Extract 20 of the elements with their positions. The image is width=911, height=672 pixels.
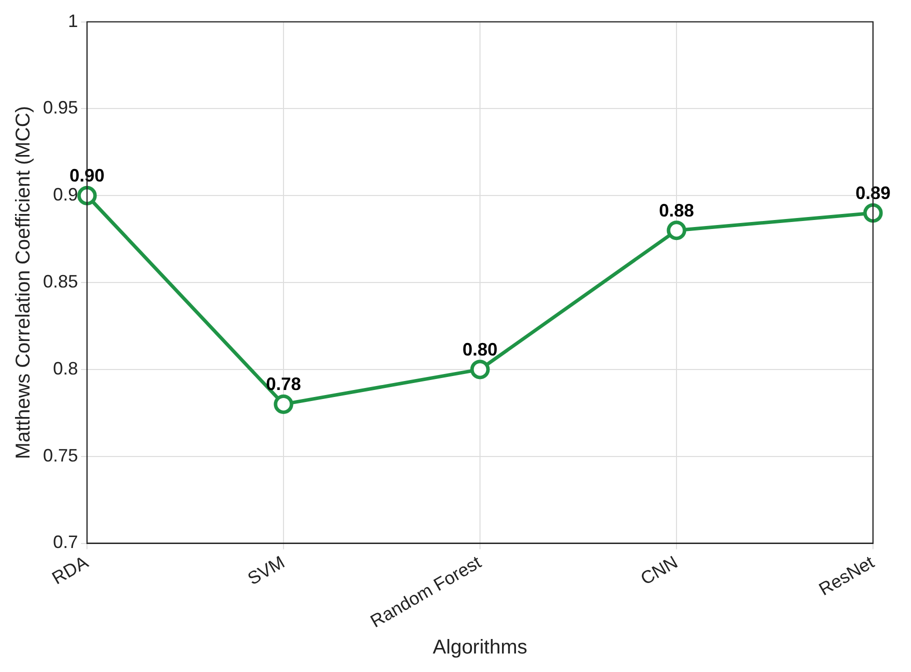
y-tick-label: 0.8 xyxy=(53,358,78,378)
point xyxy=(470,360,490,380)
x-tick-label: CNN xyxy=(637,552,681,589)
x-tick-label: SVM xyxy=(244,552,288,589)
data-label: 0.88 xyxy=(658,200,694,220)
data-label: 0.78 xyxy=(266,374,302,394)
y-tick-label: 0.85 xyxy=(42,272,78,292)
point xyxy=(863,203,883,223)
point xyxy=(666,220,686,240)
data-label: 0.80 xyxy=(462,339,498,360)
point xyxy=(274,394,294,414)
x-tick-label: RDA xyxy=(48,552,92,588)
y-tick-label: 0.7 xyxy=(53,532,78,552)
y-axis-title: Matthews Correlation Coefficient (MCC) xyxy=(12,106,35,460)
y-tick-label: 0.9 xyxy=(53,184,78,205)
point xyxy=(77,186,97,206)
y-tick-label: 0.75 xyxy=(42,445,78,466)
y-tick-label: 0.95 xyxy=(42,98,78,118)
y-tick-label: 1 xyxy=(68,10,78,31)
x-axis-title: Algorithms xyxy=(432,636,528,659)
